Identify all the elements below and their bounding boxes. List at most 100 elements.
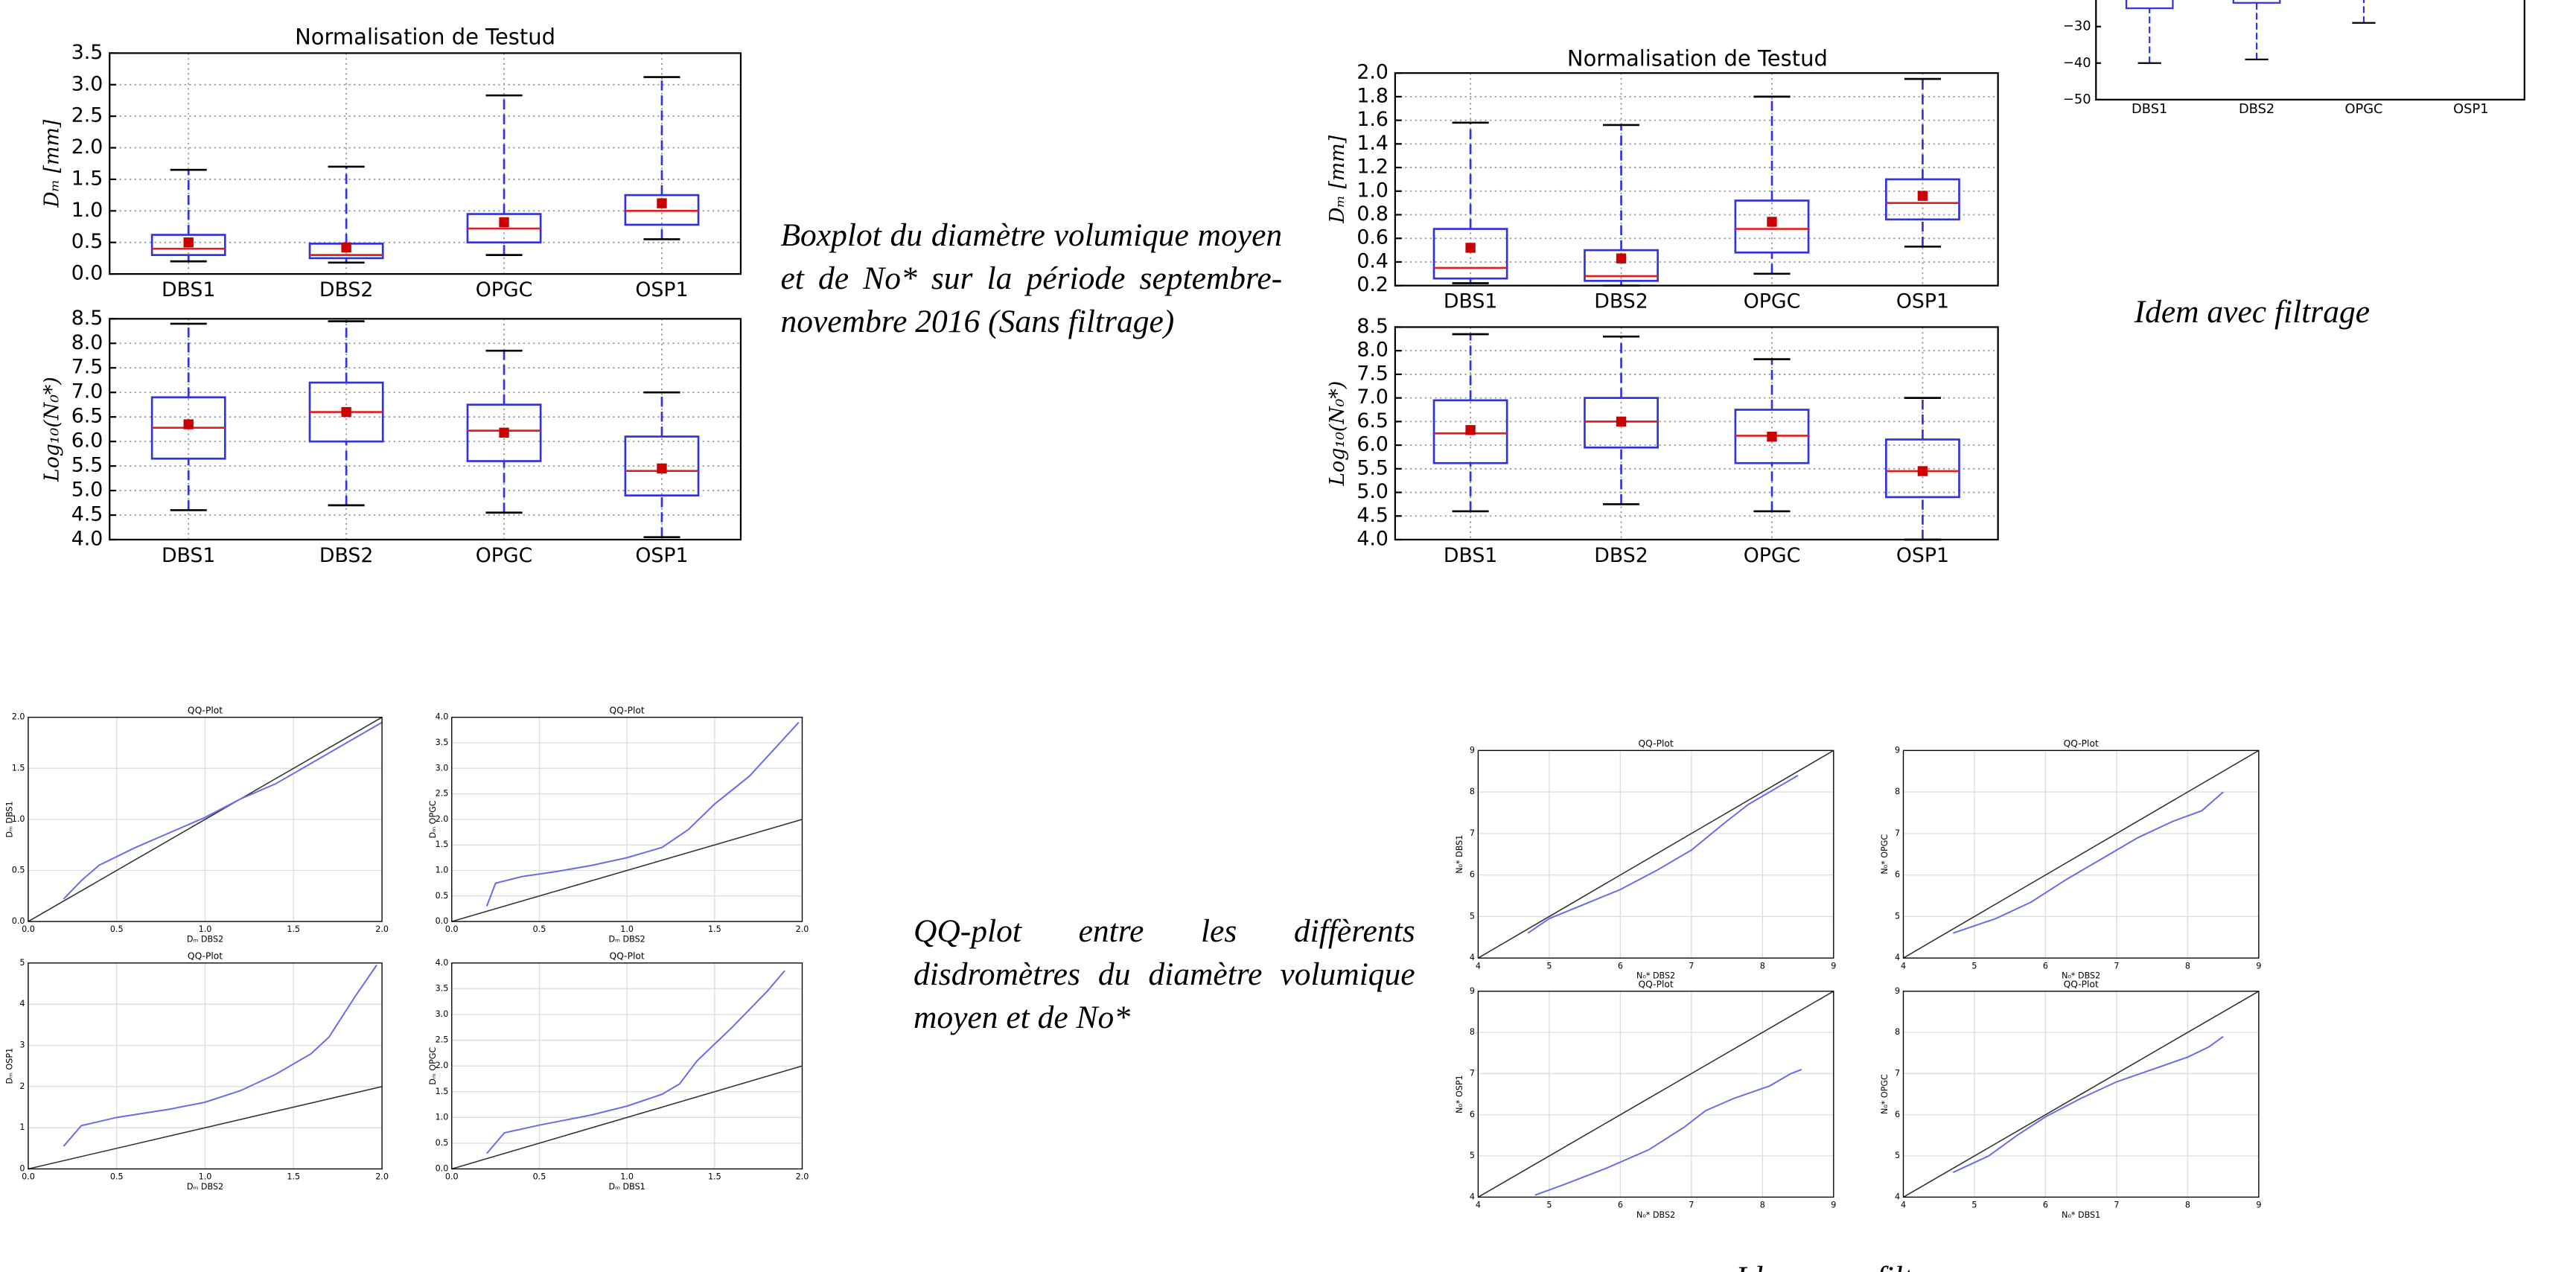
y-tick-label: 4.0 <box>436 958 449 968</box>
x-tick-label: 0.0 <box>22 924 35 934</box>
y-tick-label: 6 <box>1470 870 1475 880</box>
y-tick-label: 5.5 <box>71 454 103 477</box>
x-tick-label: DBS2 <box>2239 101 2274 117</box>
qq-line <box>1952 1035 2224 1174</box>
x-tick-label: 7 <box>1689 1201 1694 1210</box>
y-tick-label: 1 <box>19 1122 25 1132</box>
y-tick-label: 6.0 <box>1356 433 1389 456</box>
qq-line <box>1527 774 1799 934</box>
y-tick-label: 4.0 <box>71 528 103 551</box>
y-axis-label: Log₁₀(N₀*) <box>40 377 63 482</box>
y-tick-label: 3.0 <box>436 1009 449 1019</box>
mean <box>499 427 509 438</box>
y-tick-label: 0.8 <box>1356 202 1389 226</box>
y-axis-label: Dₘ [mm] <box>40 119 63 208</box>
y-tick-label: 5 <box>19 958 25 968</box>
y-tick-label: 1.0 <box>436 865 449 875</box>
y-tick-label: 6.5 <box>1356 409 1389 432</box>
chart-title: QQ-Plot <box>1639 738 1674 749</box>
mean <box>341 242 351 253</box>
box <box>150 234 226 256</box>
y-tick-label: 1.5 <box>12 763 25 773</box>
x-tick-label: 5 <box>1971 1201 1977 1210</box>
y-axis-label: Dₘ OSP1 <box>4 1048 14 1084</box>
x-tick-label: 9 <box>2256 961 2261 971</box>
y-tick-label: 7 <box>1895 1068 1900 1078</box>
x-tick-label: DBS1 <box>1444 290 1497 313</box>
x-tick-label: OPGC <box>476 278 533 301</box>
reference-line <box>28 1086 383 1170</box>
y-tick-label: 5.5 <box>1356 456 1389 479</box>
y-tick-label: 2.0 <box>1356 61 1389 84</box>
y-tick-label: 2 <box>19 1081 25 1091</box>
axes-frame <box>451 717 803 922</box>
y-tick-label: 5 <box>1895 1151 1900 1160</box>
mean <box>1465 425 1476 435</box>
reference-line <box>1478 991 1834 1198</box>
axes-frame <box>1394 326 1999 541</box>
y-tick-label: 1.0 <box>71 199 103 222</box>
y-tick-label: 1.8 <box>1356 84 1389 107</box>
reference-line <box>1478 750 1834 959</box>
y-tick-label: 0.0 <box>436 916 449 926</box>
caption: Idem avec filtrage <box>1735 1259 1971 1272</box>
y-tick-label: 7.5 <box>1356 362 1389 385</box>
x-tick-label: 8 <box>2185 1201 2190 1210</box>
x-tick-label: 4 <box>1901 1201 1906 1210</box>
x-axis-label: N₀* DBS2 <box>2062 971 2100 981</box>
reference-line <box>1903 991 2260 1198</box>
y-tick-label: 6 <box>1470 1110 1475 1119</box>
caption: Idem avec filtrage <box>2134 295 2371 330</box>
y-tick-label: 2.5 <box>71 104 103 127</box>
x-tick-label: 0.5 <box>533 924 546 934</box>
x-axis-label: Dₘ DBS2 <box>187 935 223 945</box>
y-tick-label: 8.0 <box>71 331 103 354</box>
y-tick-label: 0 <box>19 1163 25 1173</box>
box <box>466 403 542 462</box>
y-tick-label: 3.0 <box>71 72 103 95</box>
x-tick-label: 8 <box>1760 1201 1765 1210</box>
y-tick-label: 7 <box>1895 828 1900 838</box>
y-tick-label: 6.5 <box>71 405 103 428</box>
axes-frame <box>1902 750 2260 959</box>
y-tick-label: 4 <box>19 999 25 1009</box>
y-tick-label: 6 <box>1895 1110 1900 1119</box>
box <box>1432 399 1508 464</box>
x-tick-label: 0.0 <box>445 1172 459 1182</box>
axes-frame <box>1477 991 1834 1198</box>
y-tick-label: 6 <box>1895 870 1900 880</box>
y-tick-label: 1.0 <box>12 814 25 824</box>
x-tick-label: DBS1 <box>2132 101 2167 117</box>
chart-title: QQ-Plot <box>610 950 645 961</box>
y-tick-label: 4 <box>1470 953 1475 962</box>
x-tick-label: 6 <box>1618 1201 1623 1210</box>
mean <box>1465 243 1476 253</box>
chart-title: QQ-Plot <box>188 705 223 715</box>
y-tick-label: 7 <box>1470 828 1475 838</box>
mean <box>1767 217 1777 227</box>
y-tick-label: 5 <box>1470 911 1475 921</box>
y-tick-label: 0.2 <box>1356 273 1389 296</box>
y-tick-label: 4 <box>1470 1192 1475 1201</box>
x-tick-label: 5 <box>1971 961 1977 971</box>
y-tick-label: 1.6 <box>1356 108 1389 131</box>
x-tick-label: 9 <box>1831 1201 1836 1210</box>
y-tick-label: 8.5 <box>1356 315 1389 338</box>
y-tick-label: 2.0 <box>436 814 449 824</box>
y-tick-label: 4.0 <box>436 712 449 722</box>
y-tick-label: 0.6 <box>1356 226 1389 249</box>
y-axis-label: N₀* OPGC <box>1880 834 1890 875</box>
x-tick-label: 1.0 <box>620 924 634 934</box>
y-tick-label: 4.5 <box>1356 504 1389 527</box>
y-tick-label: −30 <box>2063 19 2091 34</box>
caption: Boxplot du diamètre volumique moyen et d… <box>780 219 1283 341</box>
axes-frame <box>109 318 742 541</box>
mean <box>1917 191 1928 201</box>
y-axis-label: N₀* DBS1 <box>1455 835 1464 874</box>
y-tick-label: 3.5 <box>436 983 449 993</box>
x-tick-label: 4 <box>1476 1201 1481 1210</box>
x-tick-label: DBS1 <box>162 278 215 301</box>
y-axis-label: N₀* OPGC <box>1880 1074 1890 1114</box>
y-tick-label: 7 <box>1470 1068 1475 1078</box>
chart-title: QQ-Plot <box>1639 979 1674 989</box>
